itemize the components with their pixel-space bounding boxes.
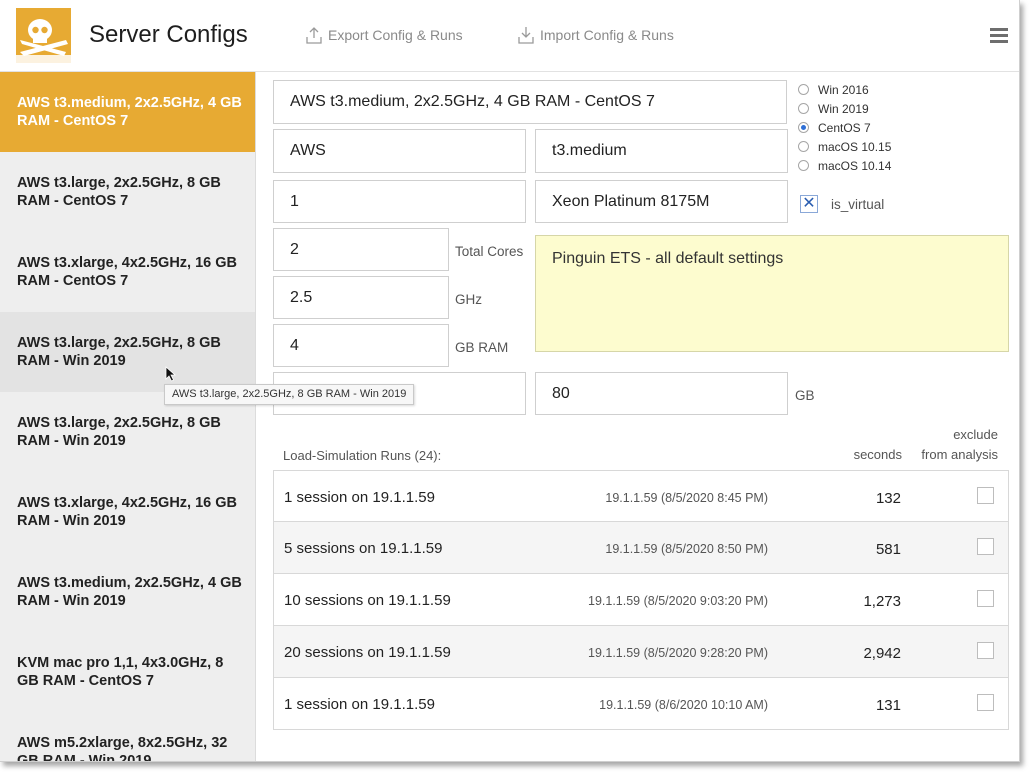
- hamburger-menu-icon[interactable]: [990, 28, 1008, 44]
- run-name: 20 sessions on 19.1.1.59: [284, 644, 451, 661]
- runs-title: Load-Simulation Runs (24):: [283, 448, 442, 463]
- table-row[interactable]: 10 sessions on 19.1.1.59 19.1.1.59 (8/5/…: [273, 574, 1009, 626]
- run-name: 1 session on 19.1.1.59: [284, 489, 435, 506]
- cpu-model-field[interactable]: Xeon Platinum 8175M: [535, 180, 788, 223]
- download-icon: [518, 27, 534, 44]
- sidebar-item-config[interactable]: AWS t3.xlarge, 4x2.5GHz, 16 GB RAM - Win…: [17, 495, 238, 529]
- sidebar-item-config[interactable]: AWS t3.large, 2x2.5GHz, 8 GB RAM - Win 2…: [17, 415, 221, 449]
- provider-field[interactable]: AWS: [273, 129, 526, 173]
- os-radio-win2016[interactable]: Win 2016: [798, 80, 891, 99]
- run-version: 19.1.1.59 (8/5/2020 9:28:20 PM): [588, 646, 768, 660]
- import-label: Import Config & Runs: [540, 27, 674, 43]
- sidebar-item-config[interactable]: AWS t3.medium, 2x2.5GHz, 4 GB RAM - Cent…: [0, 72, 255, 152]
- radio-dot: [798, 160, 809, 171]
- upload-icon: [306, 27, 322, 44]
- exclude-checkbox[interactable]: [977, 487, 994, 504]
- is-virtual-label: is_virtual: [831, 197, 885, 212]
- export-button[interactable]: Export Config & Runs: [306, 26, 463, 44]
- run-seconds: 1,273: [863, 593, 901, 610]
- run-version: 19.1.1.59 (8/6/2020 10:10 AM): [599, 698, 768, 712]
- os-radio-win2019[interactable]: Win 2019: [798, 99, 891, 118]
- sidebar-item-config[interactable]: AWS t3.xlarge, 4x2.5GHz, 16 GB RAM - Cen…: [17, 255, 238, 289]
- run-name: 5 sessions on 19.1.1.59: [284, 540, 443, 557]
- run-seconds: 131: [875, 697, 901, 714]
- exclude-header: exclude from analysis: [921, 427, 998, 462]
- table-row[interactable]: 20 sessions on 19.1.1.59 19.1.1.59 (8/5/…: [273, 626, 1009, 678]
- os-radio-group: Win 2016 Win 2019 CentOS 7 macOS 10.15 m…: [798, 80, 891, 175]
- run-name: 10 sessions on 19.1.1.59: [284, 592, 451, 609]
- header: Server Configs Export Config & Runs Impo…: [0, 0, 1019, 72]
- sidebar-item-config[interactable]: KVM mac pro 1,1, 4x3.0GHz, 8 GB RAM - Ce…: [17, 655, 224, 689]
- export-label: Export Config & Runs: [328, 27, 463, 43]
- sidebar-item-config[interactable]: AWS m5.2xlarge, 8x2.5GHz, 32 GB RAM - Wi…: [17, 735, 228, 762]
- total-cores-field[interactable]: 2: [273, 228, 449, 271]
- run-seconds: 2,942: [863, 645, 901, 662]
- exclude-checkbox[interactable]: [977, 642, 994, 659]
- ram-field[interactable]: 4: [273, 324, 449, 367]
- disk-label: GB: [795, 388, 815, 403]
- run-seconds: 581: [875, 541, 901, 558]
- table-row[interactable]: 5 sessions on 19.1.1.59 19.1.1.59 (8/5/2…: [273, 522, 1009, 574]
- config-name-field[interactable]: AWS t3.medium, 2x2.5GHz, 4 GB RAM - Cent…: [273, 80, 787, 124]
- mouse-cursor-icon: [165, 366, 177, 382]
- sidebar-item-config[interactable]: AWS t3.large, 2x2.5GHz, 8 GB RAM - CentO…: [17, 175, 221, 209]
- ghz-field[interactable]: 2.5: [273, 276, 449, 319]
- instance-type-field[interactable]: t3.medium: [535, 129, 788, 173]
- os-radio-macos1014[interactable]: macOS 10.14: [798, 156, 891, 175]
- radio-dot: [798, 141, 809, 152]
- table-row[interactable]: 1 session on 19.1.1.59 19.1.1.59 (8/6/20…: [273, 678, 1009, 730]
- radio-dot: [798, 103, 809, 114]
- run-name: 1 session on 19.1.1.59: [284, 696, 435, 713]
- radio-dot: [798, 84, 809, 95]
- runs-table: 1 session on 19.1.1.59 19.1.1.59 (8/5/20…: [273, 470, 1009, 730]
- run-version: 19.1.1.59 (8/5/2020 8:50 PM): [605, 542, 768, 556]
- seconds-header: seconds: [853, 447, 902, 462]
- exclude-checkbox[interactable]: [977, 538, 994, 555]
- os-radio-centos7[interactable]: CentOS 7: [798, 118, 891, 137]
- is-virtual-checkbox[interactable]: ✕: [800, 195, 818, 213]
- run-version: 19.1.1.59 (8/5/2020 8:45 PM): [605, 491, 768, 505]
- ram-label: GB RAM: [455, 340, 509, 355]
- run-seconds: 132: [875, 490, 901, 507]
- table-row[interactable]: 1 session on 19.1.1.59 19.1.1.59 (8/5/20…: [273, 470, 1009, 522]
- radio-dot-selected: [798, 122, 809, 133]
- disk-field[interactable]: 80: [535, 372, 788, 415]
- sidebar: AWS t3.medium, 2x2.5GHz, 4 GB RAM - Cent…: [0, 72, 256, 762]
- skull-logo-icon: [16, 8, 71, 63]
- run-version: 19.1.1.59 (8/5/2020 9:03:20 PM): [588, 594, 768, 608]
- sidebar-item-config[interactable]: AWS t3.large, 2x2.5GHz, 8 GB RAM - Win 2…: [0, 312, 255, 392]
- cpu-count-field[interactable]: 1: [273, 180, 526, 223]
- sidebar-item-config[interactable]: AWS t3.medium, 2x2.5GHz, 4 GB RAM - Win …: [17, 575, 242, 609]
- app-window: Server Configs Export Config & Runs Impo…: [0, 0, 1020, 762]
- import-button[interactable]: Import Config & Runs: [518, 26, 674, 44]
- page-title: Server Configs: [89, 21, 248, 48]
- os-radio-macos1015[interactable]: macOS 10.15: [798, 137, 891, 156]
- notes-textarea[interactable]: Pinguin ETS - all default settings: [535, 235, 1009, 352]
- ghz-label: GHz: [455, 292, 482, 307]
- exclude-checkbox[interactable]: [977, 694, 994, 711]
- total-cores-label: Total Cores: [455, 244, 524, 259]
- sidebar-tooltip: AWS t3.large, 2x2.5GHz, 8 GB RAM - Win 2…: [164, 384, 415, 405]
- exclude-checkbox[interactable]: [977, 590, 994, 607]
